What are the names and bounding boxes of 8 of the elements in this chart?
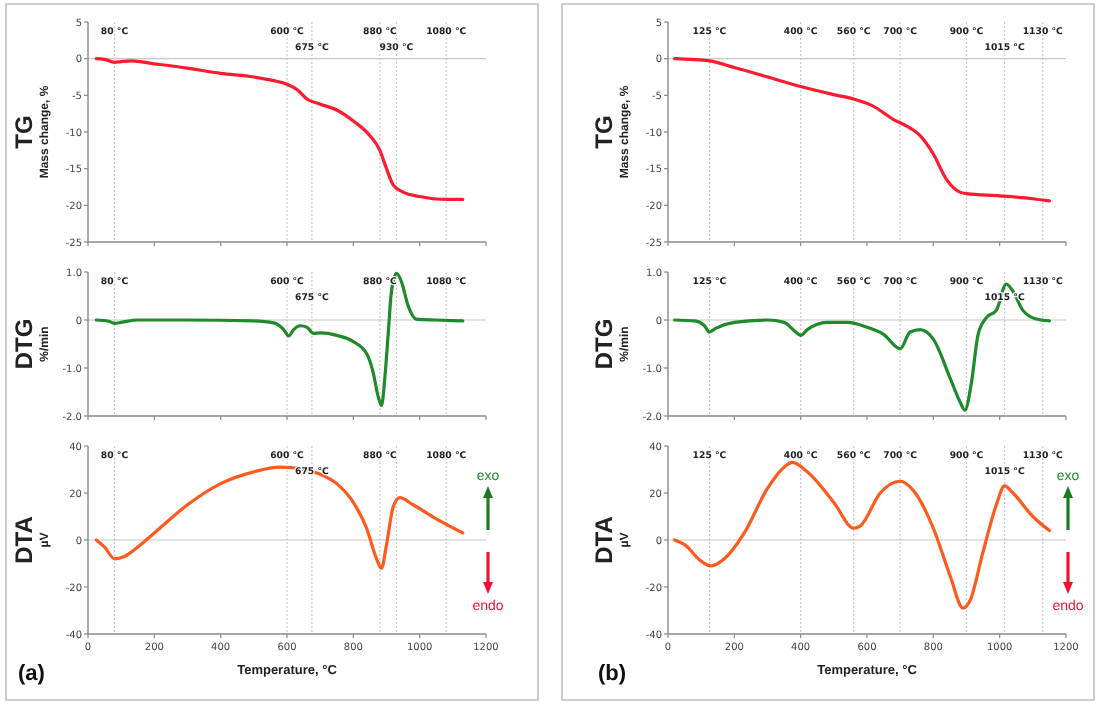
text: DTA (590, 515, 618, 564)
text: (b) (598, 662, 627, 686)
text: DTG (590, 318, 618, 370)
text: TG (590, 115, 618, 149)
text: (a) (18, 662, 46, 686)
text: TG (10, 115, 38, 149)
text: DTA (10, 515, 38, 564)
text: DTG (10, 318, 38, 370)
